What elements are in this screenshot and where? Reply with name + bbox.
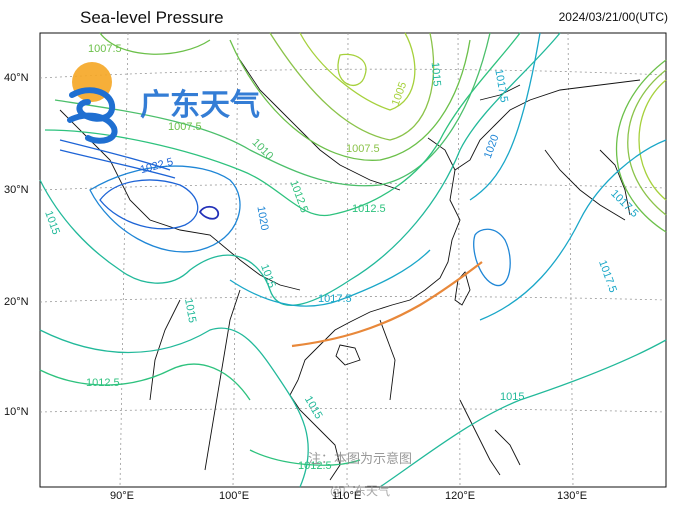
lon-label-110: 110°E: [332, 490, 362, 502]
isobar-label: 1015: [500, 391, 524, 403]
brand-watermark: 广东天气: [140, 88, 260, 123]
isobar-label: 1007.5: [346, 143, 380, 155]
coastlines: [59, 59, 641, 481]
isobar-label: 1012.5: [86, 377, 120, 389]
isobar-label: 1007.5: [168, 121, 202, 133]
isobar-label: 1020: [254, 205, 270, 231]
lat-label-20: 20°N: [4, 296, 29, 308]
guangdong-weather-logo-icon: [67, 62, 118, 144]
map-frame: [39, 32, 667, 488]
isobar-label: 1012.5: [352, 203, 386, 215]
lat-label-30: 30°N: [4, 184, 29, 196]
lon-label-120: 120°E: [445, 490, 476, 502]
map-title: Sea-level Pressure: [80, 8, 224, 27]
map-timestamp: 2024/03/21/00(UTC): [558, 10, 668, 24]
isobar-label: 1017.5: [318, 293, 352, 305]
lon-label-130: 130°E: [557, 490, 588, 502]
isobar-label: 1012.5: [298, 460, 332, 472]
weibo-watermark: @广东天气: [330, 484, 391, 498]
isobar-label: 1017.5: [492, 68, 510, 103]
graticule: [39, 32, 667, 488]
isobar-label: 1007.5: [88, 43, 122, 55]
lat-label-10: 10°N: [4, 406, 29, 418]
schematic-note: 注：本图为示意图: [308, 452, 413, 467]
isobar-label: 1015: [182, 298, 198, 324]
lat-label-40: 40°N: [4, 72, 29, 84]
lon-label-90: 90°E: [110, 490, 134, 502]
isobar-label: 1015: [429, 62, 443, 87]
lon-label-100: 100°E: [219, 490, 250, 502]
trough-line: [291, 261, 483, 348]
isobars: [39, 32, 667, 488]
